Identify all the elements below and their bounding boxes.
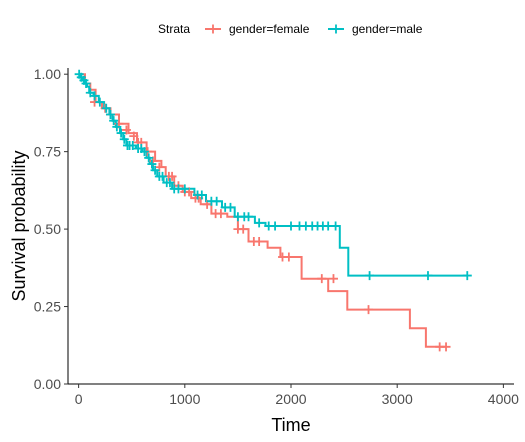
- survival-curve: [79, 74, 446, 347]
- legend-entry-label: gender=female: [229, 22, 310, 36]
- censor-mark: [317, 274, 326, 283]
- censor-mark: [226, 203, 235, 212]
- censor-mark: [255, 237, 264, 246]
- y-tick-label: 0.50: [34, 221, 61, 237]
- x-tick-label: 4000: [488, 391, 519, 407]
- censor-mark: [212, 197, 221, 206]
- y-tick-label: 0.75: [34, 144, 61, 160]
- censor-mark: [95, 98, 104, 107]
- censor-mark: [365, 271, 374, 280]
- censor-mark: [244, 212, 253, 221]
- censor-mark: [331, 222, 340, 231]
- censor-mark: [239, 225, 248, 234]
- legend: Strata gender=female gender=male: [158, 22, 423, 36]
- censor-mark: [216, 209, 225, 218]
- x-tick-label: 3000: [382, 391, 413, 407]
- censor-mark: [284, 252, 293, 261]
- survival-curves: [79, 74, 468, 347]
- legend-title: Strata: [158, 22, 190, 36]
- legend-key-mark: [209, 25, 218, 34]
- x-tick-label: 2000: [275, 391, 306, 407]
- survival-curve: [79, 74, 468, 275]
- censor-mark: [287, 222, 296, 231]
- censor-mark: [463, 271, 472, 280]
- legend-entry-label: gender=male: [352, 22, 423, 36]
- censor-marks: [75, 70, 472, 352]
- ticks: 0 1000 2000 3000 4000 0.00 0.25 0.50 0.75 1.00: [34, 66, 519, 407]
- censor-mark: [423, 271, 432, 280]
- censor-mark: [364, 305, 373, 314]
- x-tick-label: 0: [75, 391, 83, 407]
- censor-mark: [442, 342, 451, 351]
- censor-mark: [329, 274, 338, 283]
- y-axis-title: Survival probability: [9, 150, 29, 301]
- y-tick-label: 0.25: [34, 299, 61, 315]
- y-tick-label: 0.00: [34, 376, 61, 392]
- censor-mark: [255, 218, 264, 227]
- x-tick-label: 1000: [169, 391, 200, 407]
- legend-key-mark: [332, 25, 341, 34]
- y-tick-label: 1.00: [34, 66, 61, 82]
- x-axis-title: Time: [271, 415, 310, 435]
- censor-mark: [271, 222, 280, 231]
